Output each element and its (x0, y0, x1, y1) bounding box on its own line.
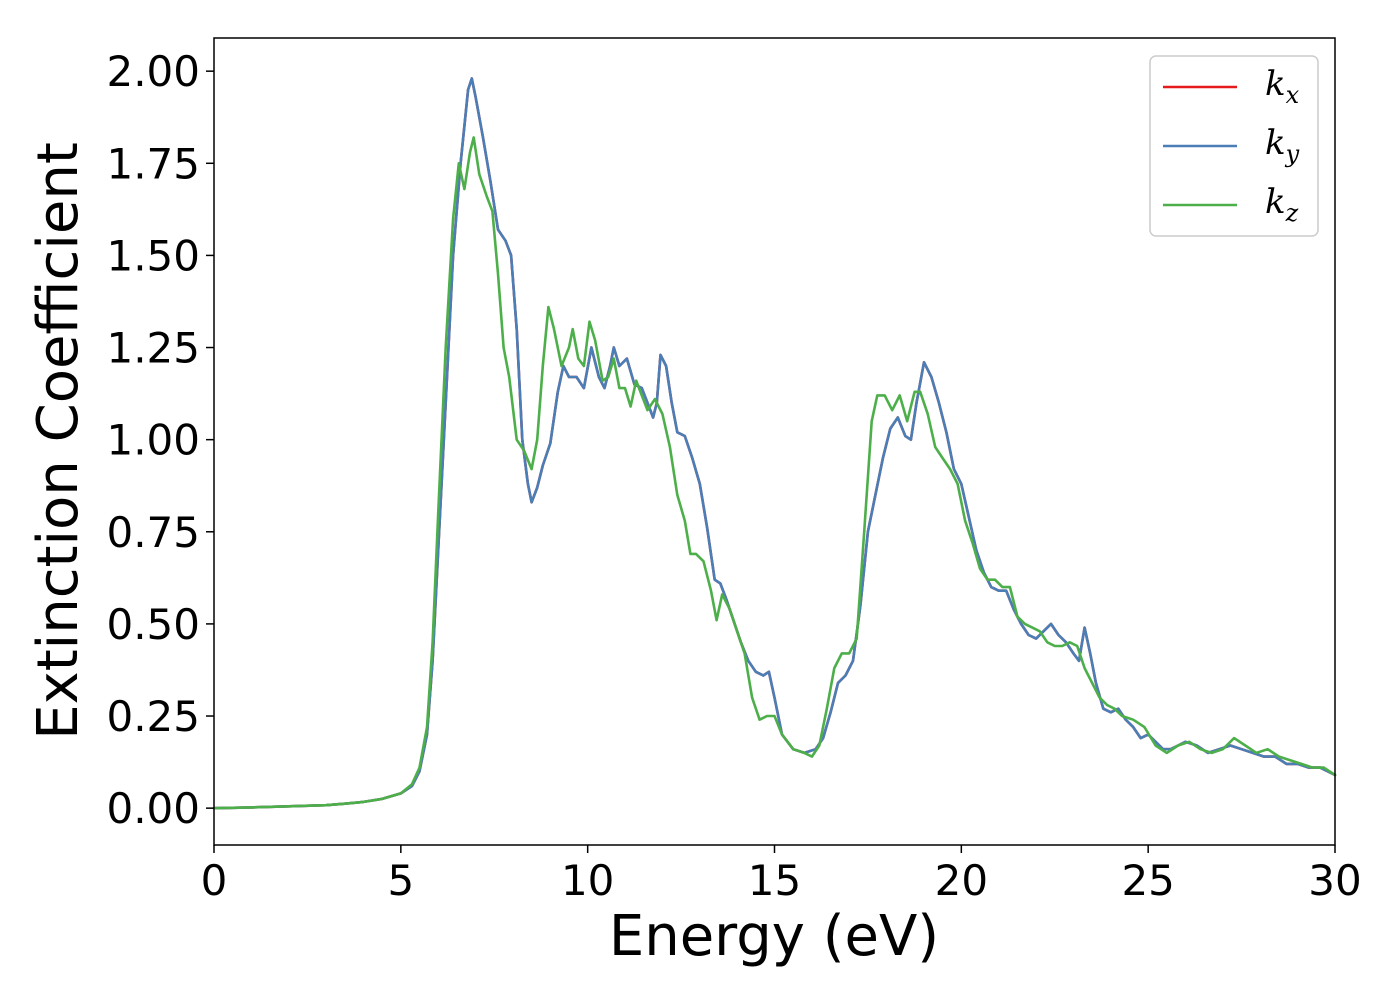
legend-label-ky: ky (1265, 123, 1300, 168)
y-tick-label: 0.25 (106, 692, 200, 741)
y-tick-label: 1.25 (106, 324, 200, 373)
x-tick-label: 5 (387, 856, 414, 905)
x-tick-label: 10 (561, 856, 614, 905)
x-tick-label: 30 (1308, 856, 1361, 905)
x-axis-title: Energy (eV) (609, 904, 939, 969)
y-tick-label: 1.75 (106, 139, 200, 188)
x-axis-ticks: 0 5 10 15 20 25 30 (201, 845, 1362, 905)
x-tick-label: 20 (935, 856, 988, 905)
y-tick-label: 2.00 (106, 47, 200, 96)
legend: kx ky kz (1149, 55, 1319, 237)
plot-lines (212, 77, 1337, 810)
series-line-kz (212, 136, 1337, 810)
legend-label-kx: kx (1265, 64, 1300, 109)
x-tick-label: 0 (201, 856, 228, 905)
legend-entries: kx ky kz (1163, 64, 1300, 227)
legend-label-kz: kz (1265, 182, 1299, 227)
y-tick-label: 0.75 (106, 508, 200, 557)
x-tick-label: 15 (748, 856, 801, 905)
x-tick-label: 25 (1121, 856, 1174, 905)
y-axis-ticks: 0.00 0.25 0.50 0.75 1.00 1.25 1.50 1.75 2.00 (106, 47, 214, 833)
y-tick-label: 0.00 (106, 784, 200, 833)
y-tick-label: 1.00 (106, 416, 200, 465)
y-tick-label: 1.50 (106, 231, 200, 280)
y-axis-title: Extinction Coefficient (26, 142, 91, 740)
y-tick-label: 0.50 (106, 600, 200, 649)
